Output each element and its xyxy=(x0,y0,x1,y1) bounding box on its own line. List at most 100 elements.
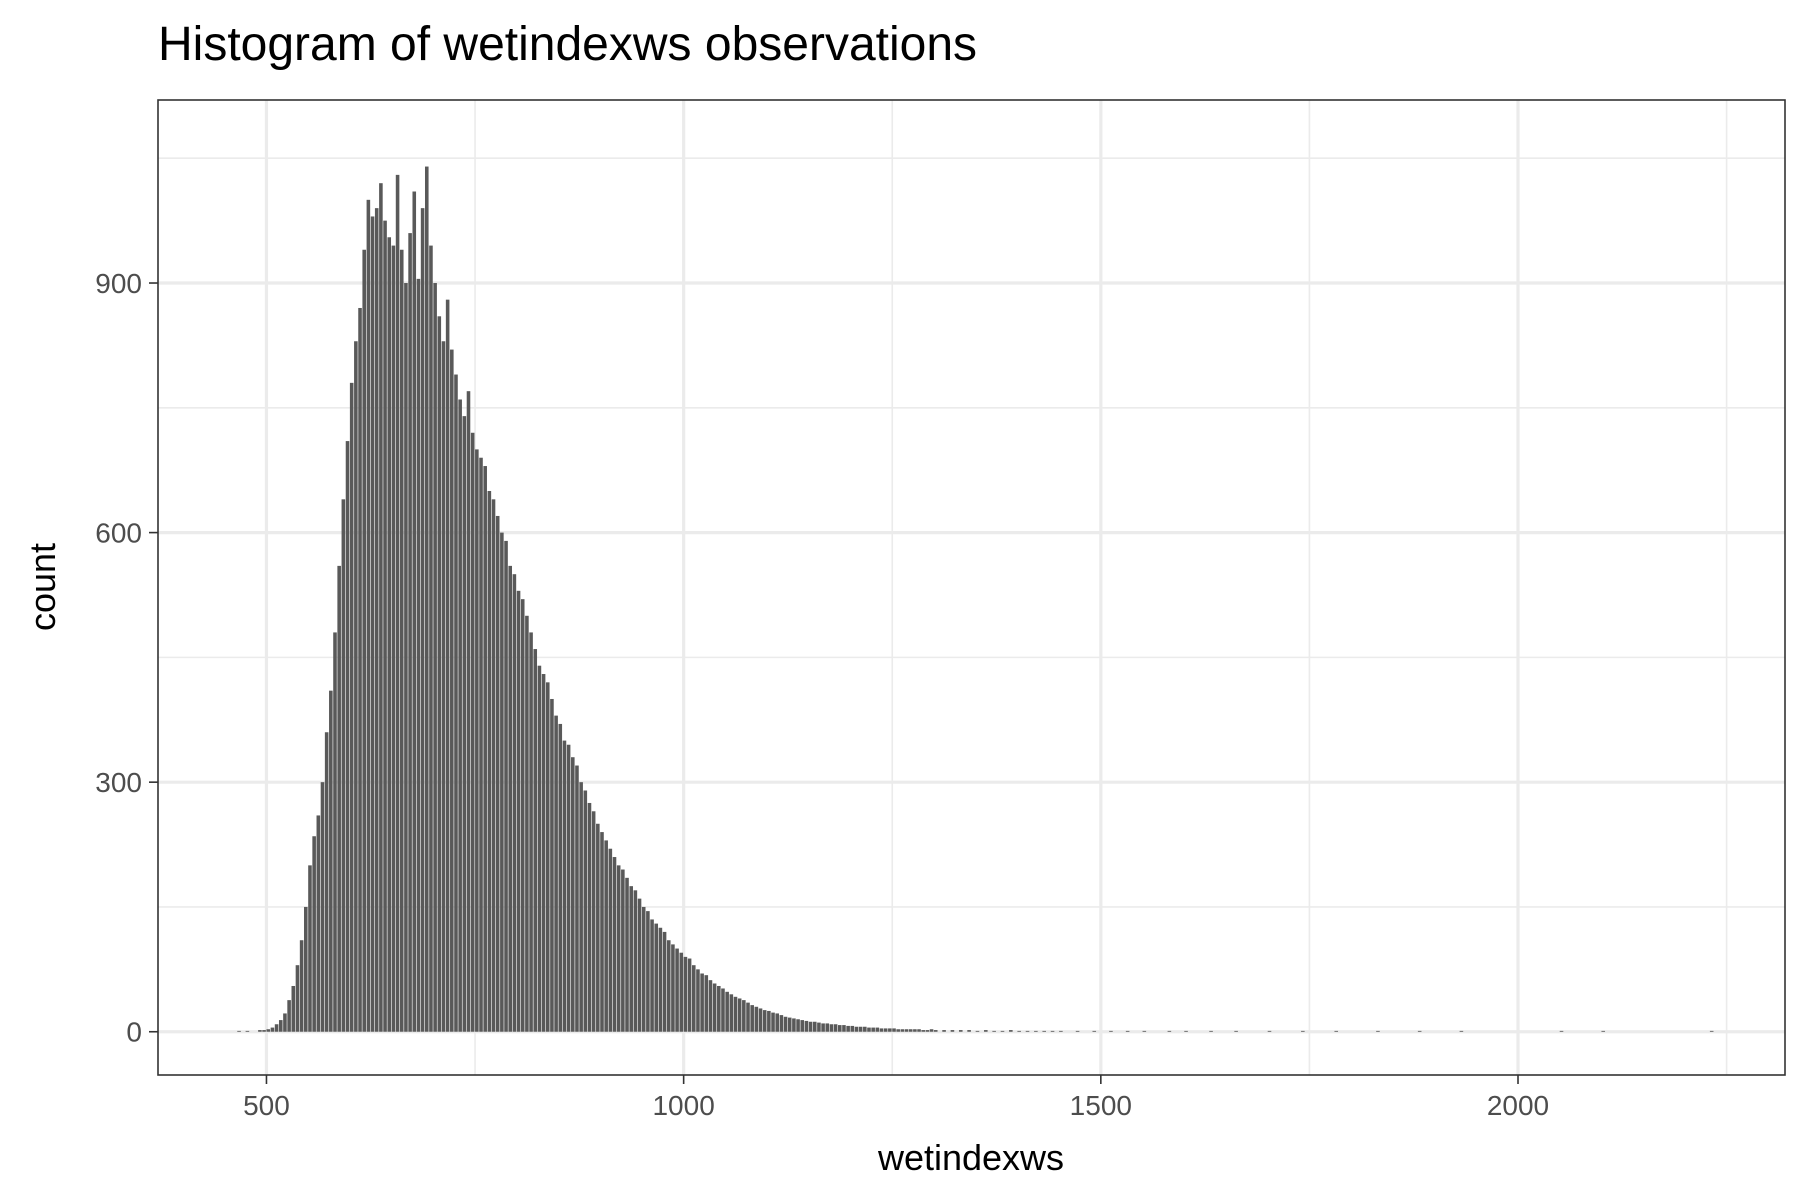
histogram-bar xyxy=(679,952,684,1032)
histogram-bar xyxy=(725,991,729,1032)
histogram-bar xyxy=(658,927,663,1032)
histogram-bar xyxy=(424,166,429,1032)
histogram-bar xyxy=(717,985,721,1032)
histogram-bar xyxy=(808,1021,813,1032)
histogram-bar xyxy=(541,674,546,1032)
histogram-bar xyxy=(900,1029,905,1032)
histogram-bar xyxy=(804,1020,809,1032)
histogram-bar xyxy=(1017,1030,1021,1032)
histogram-bar xyxy=(662,931,667,1032)
histogram-bar xyxy=(462,416,467,1032)
histogram-bar xyxy=(1000,1030,1005,1032)
histogram-bar xyxy=(888,1028,892,1032)
histogram-bar xyxy=(992,1030,996,1032)
histogram-bar xyxy=(475,449,479,1032)
histogram-bar xyxy=(863,1026,867,1032)
histogram-bar xyxy=(266,1029,271,1032)
histogram-bar xyxy=(1042,1030,1046,1032)
histogram-bar xyxy=(666,940,671,1032)
histogram-bar xyxy=(817,1022,821,1032)
histogram-bar xyxy=(625,877,629,1032)
histogram-bar xyxy=(1301,1030,1305,1032)
histogram-bar xyxy=(825,1023,830,1032)
histogram-bar xyxy=(879,1028,884,1032)
histogram-bar xyxy=(729,994,734,1032)
histogram-bar xyxy=(395,174,400,1032)
histogram-bar xyxy=(283,1013,287,1032)
histogram-bar xyxy=(800,1020,805,1032)
histogram-bar xyxy=(379,183,383,1032)
histogram-bar xyxy=(600,832,604,1032)
histogram-bar xyxy=(412,191,417,1032)
y-tick-label: 600 xyxy=(95,518,142,549)
histogram-bar xyxy=(1125,1030,1130,1032)
histogram-bar xyxy=(583,790,588,1032)
histogram-bar xyxy=(329,690,333,1032)
y-tick-label: 300 xyxy=(95,767,142,798)
histogram-bar xyxy=(787,1017,792,1032)
histogram-bar xyxy=(579,782,583,1032)
y-tick-label: 0 xyxy=(126,1017,142,1048)
histogram-bar xyxy=(575,765,579,1032)
histogram-bar xyxy=(399,249,404,1032)
histogram-bar xyxy=(754,1006,759,1032)
histogram-bar xyxy=(308,865,312,1032)
histogram-bar xyxy=(1376,1030,1380,1032)
histogram-bar xyxy=(1184,1030,1188,1032)
histogram-bar xyxy=(1050,1030,1055,1032)
histogram-bar xyxy=(850,1025,855,1032)
y-tick-label: 900 xyxy=(95,268,142,299)
histogram-bar xyxy=(675,948,679,1032)
histogram-bar xyxy=(258,1030,262,1032)
histogram-bar xyxy=(349,382,354,1032)
histogram-bar xyxy=(896,1029,900,1032)
histogram-bar xyxy=(892,1028,896,1032)
histogram-bar xyxy=(437,316,442,1032)
histogram-bar xyxy=(967,1030,971,1032)
histogram-bar xyxy=(278,1020,283,1032)
histogram-bar xyxy=(333,632,337,1032)
histogram-bar xyxy=(370,216,375,1032)
histogram-bar xyxy=(746,1002,750,1032)
histogram-bar xyxy=(454,374,458,1032)
histogram-bar xyxy=(545,682,550,1032)
histogram-bar xyxy=(758,1008,763,1032)
histogram-bar xyxy=(796,1019,800,1032)
histogram-bar xyxy=(1075,1030,1080,1032)
y-axis-title: count xyxy=(22,543,63,631)
histogram-bar xyxy=(975,1030,980,1032)
histogram-bar xyxy=(362,249,366,1032)
histogram-bar xyxy=(312,836,316,1032)
histogram-bar xyxy=(867,1027,871,1032)
histogram-bar xyxy=(1267,1030,1272,1032)
histogram-bar xyxy=(833,1024,838,1032)
histogram-bar xyxy=(950,1030,955,1032)
histogram-bar xyxy=(1559,1030,1564,1032)
histogram-bar xyxy=(508,565,513,1032)
histogram-bar xyxy=(383,220,387,1032)
histogram-bar xyxy=(537,665,542,1032)
histogram-bar xyxy=(433,283,437,1032)
histogram-bar xyxy=(913,1029,917,1032)
histogram-bar xyxy=(871,1027,875,1032)
histogram-bar xyxy=(683,956,688,1032)
histogram-bar xyxy=(479,457,483,1032)
histogram-bar xyxy=(1092,1030,1097,1032)
histogram-bar xyxy=(420,208,425,1032)
histogram-bar xyxy=(304,906,308,1032)
histogram-bar xyxy=(921,1030,926,1032)
histogram-bar xyxy=(1025,1030,1030,1032)
histogram-bar xyxy=(596,823,600,1032)
histogram-bar xyxy=(621,869,625,1032)
histogram-bar xyxy=(687,958,692,1032)
histogram-bar xyxy=(641,906,646,1032)
histogram-bar xyxy=(779,1015,784,1032)
histogram-bar xyxy=(691,965,696,1032)
histogram-bar xyxy=(742,1000,746,1032)
histogram-bar xyxy=(829,1024,834,1032)
axis-ticks: 500 1000 1500 2000 0 300 600 900 xyxy=(95,268,1549,1121)
histogram-bar xyxy=(821,1023,825,1032)
chart-title: Histogram of wetindexws observations xyxy=(158,18,977,71)
histogram-bar xyxy=(245,1030,250,1032)
